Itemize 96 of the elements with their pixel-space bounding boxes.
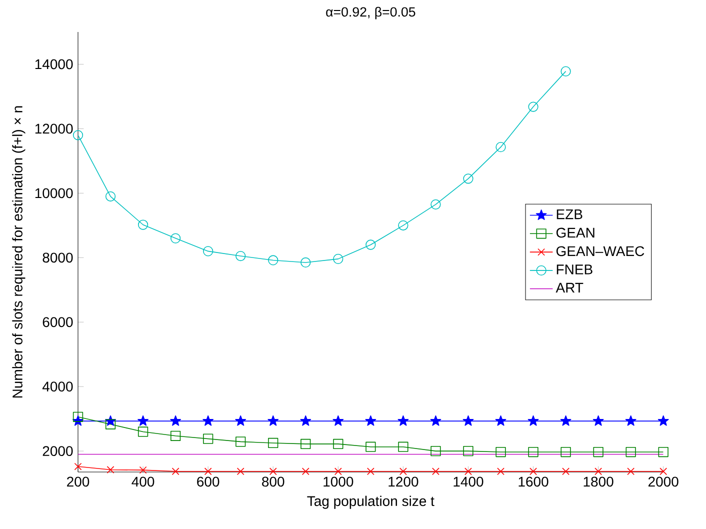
point [300,415,312,426]
chart-title: α=0.92, β=0.05 [326,6,416,20]
point [235,415,246,426]
point [138,415,149,426]
point [202,415,214,426]
y-tick-label: 12000 [35,124,73,134]
x-tick-label: 600 [197,476,220,487]
point [592,415,604,426]
legend-label: EZB [556,209,582,220]
point [236,468,244,476]
point [105,419,116,430]
point [528,102,538,112]
point [236,250,246,262]
point [203,434,214,444]
point [430,199,441,210]
point [497,468,504,476]
point [170,430,181,441]
point [528,415,539,426]
point [398,415,409,426]
point [300,257,311,268]
point [496,446,506,458]
point [562,468,570,476]
point [560,446,571,458]
point [269,468,277,476]
point [625,415,636,426]
point [139,466,147,474]
point [332,415,344,426]
point [462,415,474,426]
point [268,438,278,448]
point [463,446,474,456]
point [398,220,408,230]
point [627,468,635,476]
point [560,415,572,426]
x-tick-label: 1000 [324,476,354,487]
point [366,468,374,476]
point [495,415,506,426]
point [138,220,148,230]
legend-label: GEAN‒WAEC [556,246,644,256]
x-tick-label: 800 [262,476,284,487]
point [300,438,311,450]
point [333,254,344,264]
point [74,462,82,470]
y-tick-label: 8000 [42,252,73,263]
x-axis-title: Tag population size t [307,496,434,509]
x-tick-label: 1400 [454,476,484,487]
point [658,446,668,458]
point [366,442,376,452]
point [106,466,114,474]
point [333,438,344,450]
point [170,415,182,426]
point [463,174,474,184]
point [658,415,669,426]
point [236,436,246,447]
point [660,468,668,476]
point [398,442,408,452]
point [268,415,279,426]
x-tick-label: 1800 [584,476,614,487]
point [626,446,636,458]
point [593,446,604,458]
y-tick-label: 4000 [42,382,73,392]
point [366,240,376,250]
y-tick-label: 14000 [35,59,73,70]
y-tick-label: 10000 [35,188,73,198]
point [464,468,472,476]
legend-label: GEAN [556,228,594,238]
point [365,415,376,426]
x-tick-label: 2000 [648,476,678,487]
point [496,142,506,152]
point [170,233,181,244]
y-tick-label: 6000 [42,317,73,328]
point [430,415,442,426]
point [268,255,278,266]
point [430,446,441,456]
point [72,412,84,422]
point [172,468,180,476]
y-tick-label: 2000 [42,446,73,456]
point [399,468,407,476]
y-axis-title: Number of slots required for estimation (f+l) × n [12,106,26,398]
point [203,246,214,256]
point [204,468,212,476]
point [105,191,116,202]
point [530,468,537,476]
point [432,468,440,476]
point [334,468,342,476]
point [302,468,310,476]
point [72,130,84,140]
x-tick-label: 200 [67,476,90,487]
legend-label: FNEB [556,264,592,274]
x-tick-label: 1200 [388,476,418,487]
x-tick-label: 400 [132,476,154,487]
point [528,446,538,458]
legend-label: ART [556,282,584,293]
point [560,66,571,76]
point [594,468,602,476]
point [138,426,148,437]
x-tick-label: 1600 [518,476,548,487]
